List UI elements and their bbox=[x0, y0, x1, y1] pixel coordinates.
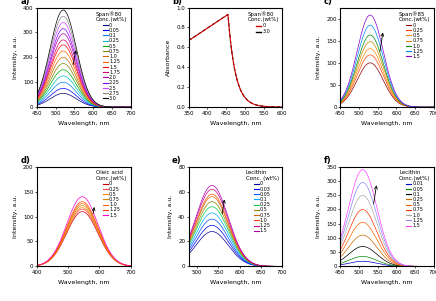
Legend: 0, 0.03, 0.05, 0.1, 0.25, 0.5, 0.75, 1.0, 1.25, 1.5: 0, 0.03, 0.05, 0.1, 0.25, 0.5, 0.75, 1.0… bbox=[245, 169, 280, 234]
Y-axis label: Intensity, a.u.: Intensity, a.u. bbox=[167, 195, 173, 238]
Text: a): a) bbox=[20, 0, 30, 5]
Y-axis label: Absorbance: Absorbance bbox=[166, 39, 171, 76]
Legend: 0.01, 0.05, 0.1, 0.25, 0.5, 0.75, 1.0, 1.25, 1.5: 0.01, 0.05, 0.1, 0.25, 0.5, 0.75, 1.0, 1… bbox=[398, 169, 431, 229]
X-axis label: Wavelength, nm: Wavelength, nm bbox=[361, 121, 413, 126]
X-axis label: Wavelength, nm: Wavelength, nm bbox=[58, 281, 109, 285]
Y-axis label: Intensity, a.u.: Intensity, a.u. bbox=[13, 36, 17, 79]
Y-axis label: Intensity, a.u.: Intensity, a.u. bbox=[13, 195, 17, 238]
Text: e): e) bbox=[172, 156, 181, 165]
X-axis label: Wavelength, nm: Wavelength, nm bbox=[58, 121, 109, 126]
X-axis label: Wavelength, nm: Wavelength, nm bbox=[210, 121, 261, 126]
Text: c): c) bbox=[324, 0, 332, 5]
X-axis label: Wavelength, nm: Wavelength, nm bbox=[210, 281, 261, 285]
Y-axis label: Intensity, a.u.: Intensity, a.u. bbox=[316, 36, 321, 79]
Text: d): d) bbox=[20, 156, 30, 165]
Y-axis label: Intensity, a.u.: Intensity, a.u. bbox=[316, 195, 321, 238]
X-axis label: Wavelength, nm: Wavelength, nm bbox=[361, 281, 413, 285]
Legend: 0, 0.25, 0.5, 0.75, 1.0, 1.25, 1.5: 0, 0.25, 0.5, 0.75, 1.0, 1.25, 1.5 bbox=[95, 169, 128, 219]
Legend: 0, 3.0: 0, 3.0 bbox=[246, 10, 280, 35]
Text: f): f) bbox=[324, 156, 331, 165]
Legend: 0, 0.25, 0.5, 0.75, 1.0, 1.25, 1.5: 0, 0.25, 0.5, 0.75, 1.0, 1.25, 1.5 bbox=[398, 10, 431, 60]
Legend: 0, 0.05, 0.1, 0.25, 0.5, 0.75, 1.0, 1.25, 1.5, 1.75, 2.0, 2.25, 2.5, 2.75, 3.0: 0, 0.05, 0.1, 0.25, 0.5, 0.75, 1.0, 1.25… bbox=[95, 10, 128, 102]
Text: b): b) bbox=[172, 0, 182, 5]
